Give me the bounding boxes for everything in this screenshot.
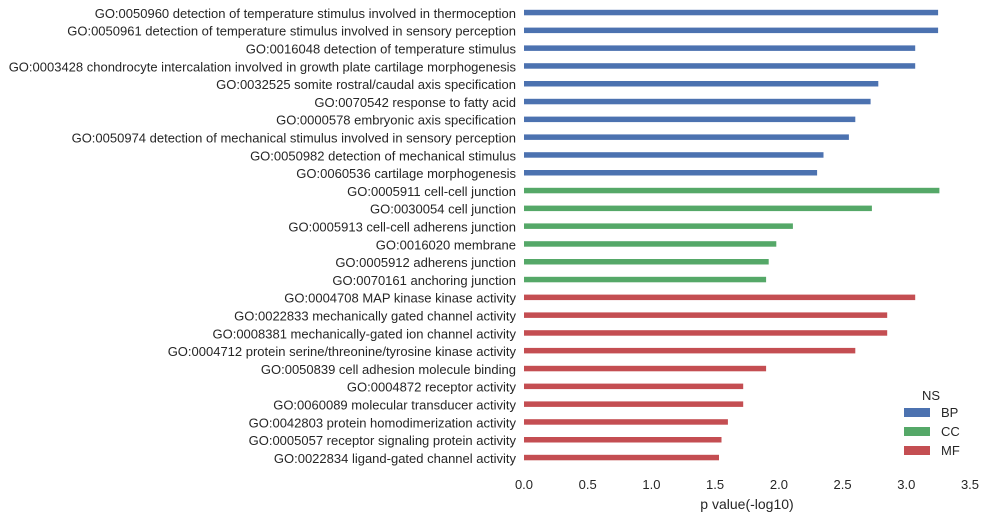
category-label: GO:0016048 detection of temperature stim… <box>246 42 517 57</box>
bar-mf <box>524 330 888 336</box>
category-label: GO:0050960 detection of temperature stim… <box>95 6 516 21</box>
x-tick-label: 2.5 <box>834 477 852 492</box>
category-label: GO:0050982 detection of mechanical stimu… <box>250 148 516 163</box>
category-label: GO:0008381 mechanically-gated ion channe… <box>212 326 516 341</box>
x-tick-label: 0.5 <box>579 477 597 492</box>
legend-swatch-mf <box>904 446 930 455</box>
x-tick-label: 1.0 <box>642 477 660 492</box>
category-label: GO:0060536 cartilage morphogenesis <box>296 166 516 181</box>
category-label: GO:0042803 protein homodimerization acti… <box>249 415 517 430</box>
bar-mf <box>524 294 916 301</box>
category-label: GO:0022834 ligand-gated channel activity <box>274 451 517 466</box>
category-label: GO:0004712 protein serine/threonine/tyro… <box>168 344 517 359</box>
bars-group <box>524 9 940 461</box>
bar-mf <box>524 401 744 407</box>
bar-mf <box>524 454 719 461</box>
bar-bp <box>524 81 879 87</box>
category-label: GO:0005913 cell-cell adherens junction <box>288 220 516 235</box>
category-label: GO:0022833 mechanically gated channel ac… <box>234 309 516 324</box>
x-tick-label: 2.0 <box>770 477 788 492</box>
bar-bp <box>524 116 856 123</box>
category-labels-group: GO:0050960 detection of temperature stim… <box>9 6 517 466</box>
category-label: GO:0060089 molecular transducer activity <box>273 398 516 413</box>
legend-label-cc: CC <box>941 424 960 439</box>
x-tick-label: 0.0 <box>515 477 533 492</box>
category-label: GO:0032525 somite rostral/caudal axis sp… <box>216 77 516 92</box>
category-label: GO:0005912 adherens junction <box>335 255 516 270</box>
bar-mf <box>524 383 744 390</box>
category-label: GO:0030054 cell junction <box>370 202 516 217</box>
category-label: GO:0050961 detection of temperature stim… <box>67 24 516 39</box>
x-tick-label: 3.5 <box>961 477 979 492</box>
bar-bp <box>524 170 818 176</box>
category-label: GO:0070542 response to fatty acid <box>314 95 516 110</box>
x-axis-title: p value(-log10) <box>700 496 793 512</box>
bar-bp <box>524 98 871 105</box>
category-label: GO:0005911 cell-cell junction <box>347 184 516 199</box>
legend-swatch-bp <box>904 408 930 417</box>
bar-bp <box>524 9 939 16</box>
bar-mf <box>524 437 722 443</box>
bar-cc <box>524 223 793 229</box>
legend-items: BP CC MF <box>904 405 960 458</box>
legend: NS BP CC MF <box>904 388 960 458</box>
category-label: GO:0050974 detection of mechanical stimu… <box>72 131 516 146</box>
bar-cc <box>524 241 777 247</box>
legend-label-bp: BP <box>941 405 958 420</box>
bar-mf <box>524 312 888 318</box>
category-label: GO:0003428 chondrocyte intercalation inv… <box>9 59 517 74</box>
bar-mf <box>524 419 728 425</box>
bar-cc <box>524 205 872 212</box>
category-label: GO:0000578 embryonic axis specification <box>276 113 516 128</box>
bar-bp <box>524 134 849 140</box>
x-tick-label: 1.5 <box>706 477 724 492</box>
bar-mf <box>524 347 856 354</box>
bar-mf <box>524 365 767 372</box>
legend-title: NS <box>922 388 940 403</box>
legend-label-mf: MF <box>941 443 960 458</box>
bar-bp <box>524 152 824 158</box>
x-axis-ticks-group: 0.0 0.5 1.0 1.5 2.0 2.5 3.0 3.5 <box>515 477 979 492</box>
bar-bp <box>524 45 916 51</box>
legend-swatch-cc <box>904 427 930 436</box>
category-label: GO:0070161 anchoring junction <box>332 273 516 288</box>
category-label: GO:0005057 receptor signaling protein ac… <box>249 433 517 448</box>
category-label: GO:0004872 receptor activity <box>347 380 517 395</box>
bar-cc <box>524 187 940 194</box>
bar-cc <box>524 276 767 283</box>
category-label: GO:0016020 membrane <box>376 237 516 252</box>
category-label: GO:0050839 cell adhesion molecule bindin… <box>261 362 516 377</box>
x-tick-label: 3.0 <box>897 477 915 492</box>
bar-bp <box>524 63 916 69</box>
category-label: GO:0004708 MAP kinase kinase activity <box>284 291 516 306</box>
bar-bp <box>524 27 939 34</box>
bar-cc <box>524 259 769 265</box>
